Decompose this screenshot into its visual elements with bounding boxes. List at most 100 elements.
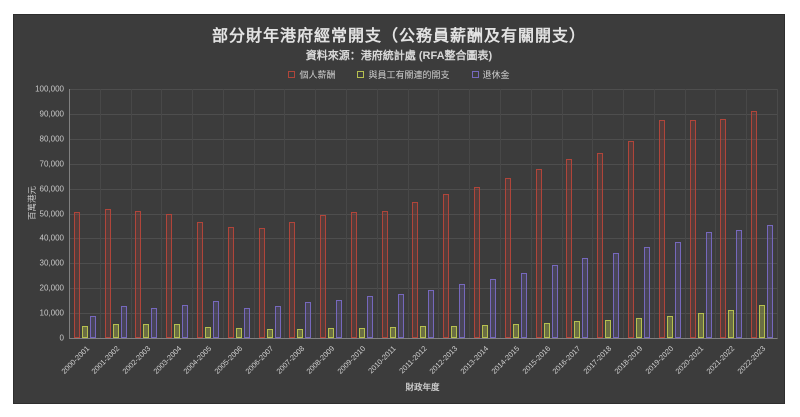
gridline — [70, 238, 777, 240]
bar-staff-related-expenses — [605, 320, 612, 338]
bar-pensions — [428, 289, 435, 338]
chart-subtitle: 資料來源：港府統計處 (RFA整合圖表) — [305, 50, 493, 62]
bar-personal-emoluments — [381, 211, 388, 338]
gridline — [70, 138, 777, 140]
bar-group-2020-2021 — [686, 89, 717, 338]
bar-pensions — [705, 231, 712, 338]
x-tick-cell: 2002-2003 — [120, 339, 161, 385]
bar-personal-emoluments — [227, 226, 234, 338]
y-tick-label: 80,000 — [39, 134, 64, 144]
bar-personal-emoluments — [751, 111, 758, 338]
chart-panel: 部分財年港府經常開支（公務員薪酬及有關開支） 資料來源：港府統計處 (RFA整合… — [13, 14, 785, 404]
bar-group-2018-2019 — [624, 89, 655, 338]
bar-staff-related-expenses — [235, 327, 242, 338]
y-tick-label: 50,000 — [39, 209, 64, 218]
bar-group-2017-2018 — [593, 89, 625, 338]
x-tick-cell: 2006-2007 — [243, 339, 284, 385]
bar-staff-related-expenses — [482, 324, 489, 338]
bar-group-2002-2003 — [132, 89, 163, 338]
legend-item-personal-emoluments: 個人薪酬 — [288, 68, 335, 81]
bar-staff-related-expenses — [666, 316, 673, 338]
bar-staff-related-expenses — [143, 323, 150, 338]
x-axis-ticks: 2000-2001 2001-2002 2002-2003 2003-2004 2004… — [59, 339, 776, 385]
x-tick-cell: 2013-2014 — [459, 339, 500, 385]
legend-swatch-staff-related-expenses — [357, 71, 365, 78]
x-tick-cell: 2005-2006 — [213, 339, 254, 385]
legend-item-pensions: 退休金 — [471, 68, 510, 81]
bar-staff-related-expenses — [759, 304, 766, 338]
bar-group-2013-2014 — [470, 89, 501, 338]
bar-pensions — [736, 229, 743, 338]
gridline — [70, 113, 777, 115]
y-tick-label: 90,000 — [39, 109, 64, 119]
bar-personal-emoluments — [258, 227, 265, 338]
bar-personal-emoluments — [720, 119, 727, 338]
bar-staff-related-expenses — [328, 327, 335, 338]
bar-pensions — [459, 284, 466, 338]
bar-group-2009-2010 — [347, 89, 378, 338]
bar-pensions — [643, 247, 650, 338]
gridline — [70, 188, 777, 190]
y-tick-label: 40,000 — [39, 233, 64, 243]
y-axis-ticks: 0 10,000 20,000 30,000 40,000 50,000 60,000 70,… — [20, 85, 64, 343]
y-tick-label: 10,000 — [39, 308, 64, 318]
bar-personal-emoluments — [73, 212, 80, 338]
bar-group-2011-2012 — [409, 89, 440, 338]
x-tick-label: 2000-2001 — [59, 344, 91, 376]
bar-staff-related-expenses — [451, 325, 458, 338]
bar-personal-emoluments — [289, 222, 296, 338]
plot-area — [69, 89, 778, 339]
bar-group-2015-2016 — [532, 89, 563, 338]
bar-pensions — [305, 302, 312, 338]
bar-personal-emoluments — [104, 208, 111, 338]
y-tick-label: 20,000 — [39, 283, 64, 293]
bar-pensions — [120, 306, 127, 338]
bar-personal-emoluments — [412, 202, 419, 338]
bar-groups — [70, 89, 777, 338]
bar-pensions — [613, 252, 620, 338]
bar-pensions — [151, 308, 158, 338]
bar-pensions — [397, 293, 404, 338]
y-tick-label: 70,000 — [39, 159, 64, 169]
legend-item-staff-related-expenses: 與員工有關連的開支 — [357, 68, 450, 81]
y-tick-label: 60,000 — [39, 184, 64, 194]
bar-personal-emoluments — [658, 120, 665, 338]
bar-staff-related-expenses — [389, 327, 396, 338]
bar-staff-related-expenses — [543, 323, 550, 338]
y-tick-label: 100,000 — [35, 84, 64, 94]
gridline — [70, 313, 777, 315]
gridline — [70, 288, 777, 290]
gridline — [70, 213, 777, 215]
bar-group-2021-2022 — [716, 89, 748, 338]
bar-pensions — [274, 305, 281, 338]
legend-label-personal-emoluments: 個人薪酬 — [299, 70, 336, 80]
bar-pensions — [551, 264, 558, 338]
bar-pensions — [674, 241, 681, 338]
bar-pensions — [520, 272, 527, 338]
bar-personal-emoluments — [689, 120, 696, 338]
bar-personal-emoluments — [320, 215, 327, 338]
bar-personal-emoluments — [627, 141, 634, 338]
bar-group-2016-2017 — [563, 89, 594, 338]
bar-staff-related-expenses — [420, 326, 427, 338]
bar-staff-related-expenses — [512, 323, 519, 338]
bar-group-2010-2011 — [378, 89, 409, 338]
bar-personal-emoluments — [135, 210, 142, 338]
x-tick-cell: 2022-2023 — [735, 339, 776, 385]
bar-group-2014-2015 — [501, 89, 532, 338]
bar-personal-emoluments — [535, 169, 542, 338]
legend-swatch-personal-emoluments — [288, 71, 296, 78]
legend-label-pensions: 退休金 — [482, 70, 510, 80]
bar-personal-emoluments — [443, 194, 450, 338]
bar-staff-related-expenses — [81, 326, 88, 338]
bar-personal-emoluments — [504, 177, 511, 338]
bar-personal-emoluments — [166, 214, 173, 338]
bar-pensions — [490, 279, 497, 338]
bar-group-2008-2009 — [316, 89, 348, 338]
bar-staff-related-expenses — [574, 321, 581, 338]
gridline — [70, 263, 777, 265]
chart-title: 部分財年港府經常開支（公務員薪酬及有關開支） — [211, 28, 586, 45]
x-tick-cell: 2018-2019 — [612, 339, 653, 385]
bar-group-2007-2008 — [285, 89, 317, 338]
bar-personal-emoluments — [566, 159, 573, 338]
